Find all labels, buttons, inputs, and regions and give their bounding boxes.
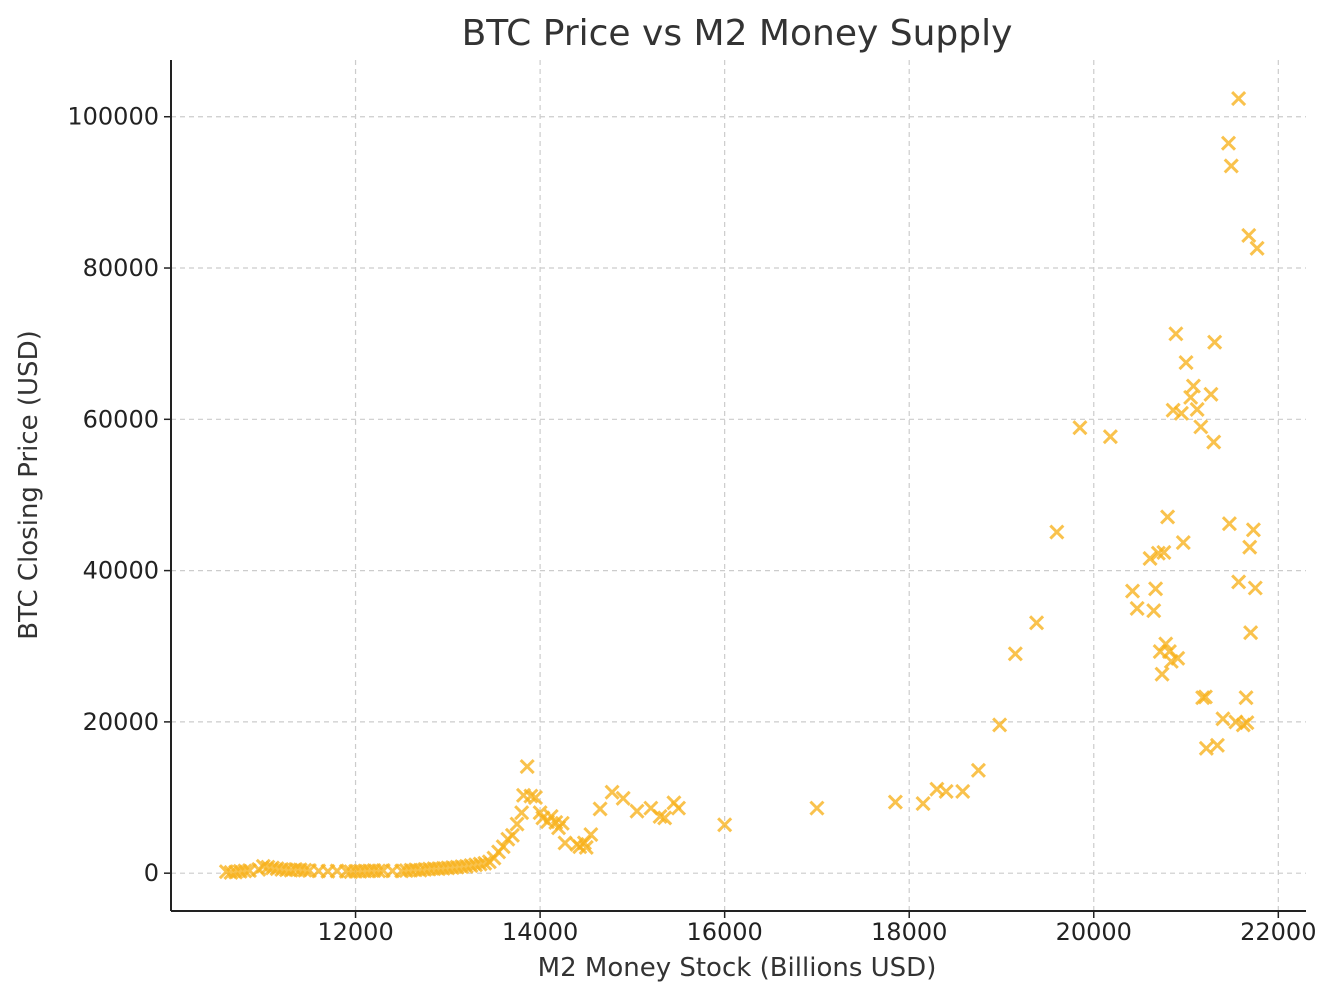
data-point [1198,740,1214,756]
x-tick-label: 12000 [317,918,393,946]
data-point [1154,666,1170,682]
data-point [717,817,733,833]
data-point [1170,650,1186,666]
data-point [1209,737,1225,753]
x-tick-label: 22000 [1240,918,1316,946]
y-tick-label: 20000 [83,708,159,736]
data-point [1231,574,1247,590]
data-point [1238,690,1254,706]
data-point [670,800,687,816]
data-point [970,762,986,778]
data-point [1148,581,1164,597]
data-point [1239,715,1255,731]
data-point [1124,583,1141,599]
data-point [1207,334,1223,350]
data-point [915,796,931,812]
data-point [477,855,493,871]
data-point [557,835,573,851]
data-point [1241,227,1257,244]
data-point [929,781,945,797]
x-tick-label: 16000 [686,918,762,946]
data-point [371,863,387,879]
data-point [583,827,599,843]
data-point [1243,625,1259,641]
data-point [1223,158,1239,174]
data-point [1165,402,1181,418]
data-point [1142,550,1158,567]
y-tick-label: 0 [144,859,159,887]
x-axis-label: M2 Money Stock (Billions USD) [538,953,937,983]
data-point [657,810,673,826]
data-point [1206,434,1222,450]
data-point [652,808,668,825]
data-point [1102,429,1118,445]
data-point [578,839,594,856]
y-tick-label: 80000 [83,254,159,282]
data-point [1197,689,1213,705]
data-point [1247,580,1263,596]
data-point [1231,91,1247,107]
data-point [1183,389,1199,405]
data-point [1203,386,1219,402]
data-point [809,800,825,816]
data-point [592,801,608,817]
data-point [1072,420,1088,436]
data-point [1160,509,1176,525]
data-point [992,717,1008,733]
y-tick-label: 100000 [67,103,159,131]
data-point [514,805,530,821]
data-point [237,863,253,879]
data-point [1178,355,1194,371]
x-tick-label: 14000 [502,918,578,946]
data-point [1175,535,1191,551]
y-tick-label: 60000 [83,405,159,433]
data-point [504,827,520,843]
y-axis-ticks: 0 20000 40000 60000 80000 100000 [67,103,171,887]
data-point [523,788,539,804]
x-tick-label: 18000 [871,918,947,946]
data-point [1221,516,1237,532]
data-point [1049,524,1065,540]
data-point [527,789,544,806]
data-point [1158,636,1174,652]
x-tick-label: 20000 [1056,918,1132,946]
data-point [1173,405,1189,421]
data-point [1185,378,1201,394]
data-point [1146,603,1162,619]
data-point [1245,522,1261,538]
data-point [1193,419,1209,435]
data-point [509,816,525,832]
data-point [1189,401,1205,418]
y-tick-label: 40000 [83,557,159,585]
chart-title: BTC Price vs M2 Money Supply [462,13,1013,54]
data-point [1249,240,1265,256]
data-point [1156,544,1172,561]
data-point [1168,326,1184,342]
data-point [554,815,570,831]
x-axis-ticks: 12000 14000 16000 18000 20000 22000 [317,911,1316,946]
data-point [519,758,535,775]
data-point [1129,600,1145,616]
data-point [938,783,954,800]
data-point [1150,545,1166,561]
data-point [629,803,645,819]
data-point [1215,711,1231,727]
data-point [297,862,313,878]
data-point [1242,539,1258,555]
data-point [604,784,620,800]
grid [171,60,1306,911]
data-point [887,794,903,810]
data-points [218,91,1265,880]
data-point [1007,646,1023,662]
data-point [1220,135,1237,151]
y-axis-label: BTC Closing Price (USD) [14,330,44,639]
data-point [955,783,971,800]
data-point [615,790,631,806]
data-point [1028,615,1045,631]
